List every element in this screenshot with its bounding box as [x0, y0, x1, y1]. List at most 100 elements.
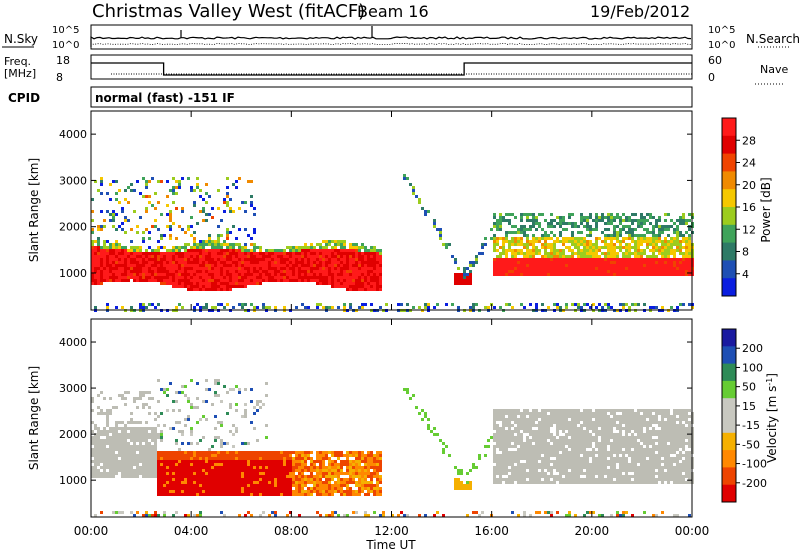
- heatmap-cell: [505, 481, 508, 484]
- heatmap-cell: [355, 511, 358, 514]
- heatmap-cell: [184, 514, 187, 517]
- heatmap-cell: [469, 484, 472, 487]
- heatmap-cell: [376, 463, 379, 466]
- heatmap-cell: [547, 306, 550, 309]
- heatmap-cell: [361, 276, 364, 279]
- heatmap-cell: [214, 270, 217, 273]
- heatmap-cell: [262, 487, 265, 490]
- heatmap-cell: [496, 409, 499, 412]
- heatmap-cell: [196, 258, 199, 261]
- heatmap-cell: [166, 258, 169, 261]
- heatmap-cell: [346, 276, 349, 279]
- heatmap-cell: [265, 382, 268, 385]
- heatmap-cell: [106, 210, 109, 213]
- heatmap-cell: [667, 264, 670, 267]
- heatmap-cell: [193, 469, 196, 472]
- heatmap-cell: [169, 267, 172, 270]
- heatmap-cell: [145, 466, 148, 469]
- heatmap-cell: [640, 249, 643, 252]
- heatmap-cell: [574, 225, 577, 228]
- heatmap-cell: [541, 237, 544, 240]
- heatmap-cell: [685, 261, 688, 264]
- heatmap-cell: [523, 469, 526, 472]
- heatmap-cell: [493, 237, 496, 240]
- heatmap-cell: [205, 258, 208, 261]
- heatmap-cell: [280, 255, 283, 258]
- heatmap-cell: [232, 484, 235, 487]
- heatmap-cell: [247, 469, 250, 472]
- heatmap-cell: [316, 267, 319, 270]
- heatmap-cell: [139, 258, 142, 261]
- heatmap-cell: [205, 285, 208, 288]
- heatmap-cell: [664, 213, 667, 216]
- heatmap-cell: [310, 276, 313, 279]
- heatmap-cell: [631, 273, 634, 276]
- heatmap-cell: [622, 246, 625, 249]
- heatmap-cell: [112, 249, 115, 252]
- heatmap-cell: [133, 258, 136, 261]
- heatmap-cell: [220, 472, 223, 475]
- heatmap-cell: [544, 252, 547, 255]
- heatmap-cell: [589, 249, 592, 252]
- heatmap-cell: [523, 421, 526, 424]
- heatmap-cell: [142, 391, 145, 394]
- heatmap-cell: [355, 288, 358, 291]
- heatmap-cell: [250, 466, 253, 469]
- heatmap-cell: [127, 279, 130, 282]
- heatmap-cell: [682, 267, 685, 270]
- heatmap-cell: [346, 472, 349, 475]
- heatmap-cell: [157, 451, 160, 454]
- heatmap-cell: [223, 267, 226, 270]
- heatmap-cell: [118, 448, 121, 451]
- heatmap-cell: [223, 472, 226, 475]
- heatmap-cell: [283, 258, 286, 261]
- heatmap-cell: [514, 255, 517, 258]
- heatmap-cell: [298, 493, 301, 496]
- heatmap-cell: [541, 267, 544, 270]
- heatmap-cell: [547, 255, 550, 258]
- heatmap-cell: [571, 222, 574, 225]
- heatmap-cell: [175, 469, 178, 472]
- heatmap-cell: [235, 249, 238, 252]
- heatmap-cell: [136, 225, 139, 228]
- heatmap-cell: [670, 249, 673, 252]
- heatmap-cell: [238, 264, 241, 267]
- heatmap-cell: [145, 514, 148, 517]
- heatmap-cell: [292, 469, 295, 472]
- heatmap-cell: [208, 258, 211, 261]
- heatmap-cell: [235, 409, 238, 412]
- heatmap-cell: [223, 385, 226, 388]
- heatmap-cell: [193, 457, 196, 460]
- heatmap-cell: [496, 439, 499, 442]
- heatmap-cell: [109, 430, 112, 433]
- heatmap-cell: [328, 469, 331, 472]
- heatmap-cell: [193, 478, 196, 481]
- heatmap-cell: [529, 415, 532, 418]
- heatmap-cell: [481, 243, 484, 246]
- heatmap-cell: [616, 261, 619, 264]
- heatmap-cell: [634, 264, 637, 267]
- heatmap-cell: [589, 216, 592, 219]
- heatmap-cell: [172, 400, 175, 403]
- heatmap-cell: [106, 273, 109, 276]
- heatmap-cell: [541, 213, 544, 216]
- figure-title: Christmas Valley West (fitACF): [92, 1, 365, 22]
- heatmap-cell: [679, 267, 682, 270]
- heatmap-cell: [133, 270, 136, 273]
- heatmap-cell: [118, 394, 121, 397]
- heatmap-cell: [118, 189, 121, 192]
- heatmap-cell: [268, 252, 271, 255]
- heatmap-cell: [160, 481, 163, 484]
- heatmap-cell: [553, 252, 556, 255]
- heatmap-cell: [496, 412, 499, 415]
- heatmap-cell: [331, 493, 334, 496]
- heatmap-cell: [256, 273, 259, 276]
- heatmap-cell: [163, 252, 166, 255]
- heatmap-cell: [259, 246, 262, 249]
- heatmap-cell: [205, 192, 208, 195]
- heatmap-cell: [121, 475, 124, 478]
- heatmap-cell: [280, 469, 283, 472]
- heatmap-cell: [166, 180, 169, 183]
- heatmap-cell: [217, 273, 220, 276]
- heatmap-cell: [685, 240, 688, 243]
